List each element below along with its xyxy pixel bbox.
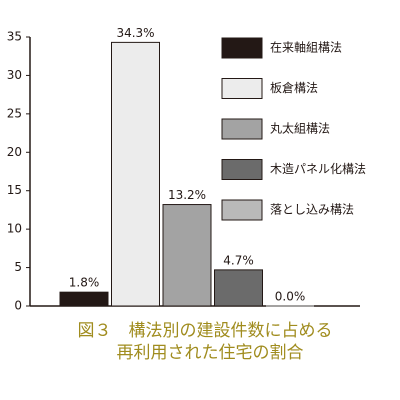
value-label: 0.0% [275,290,306,304]
legend-swatch [221,37,263,59]
value-label: 1.8% [69,276,100,290]
legend-swatch [221,159,263,180]
legend-label: 板倉構法 [270,80,318,95]
y-tick-label: 20 [7,145,22,159]
legend-label: 落とし込み構法 [270,203,354,217]
caption: 再利用された住宅の割合 [117,343,304,363]
value-label: 34.3% [116,26,154,40]
legend-swatch [221,78,263,99]
y-tick-label: 30 [7,68,22,82]
bar [111,41,160,307]
legend-swatch [221,199,263,221]
value-label: 4.7% [223,253,254,267]
y-tick-label: 15 [7,183,22,197]
legend-label: 丸太組構法 [270,121,330,136]
y-tick-label: 25 [7,106,22,120]
y-tick-label: 0 [14,299,22,313]
legend-label: 在来軸組構法 [270,41,342,55]
legend-label: 木造パネル化構法 [270,162,366,176]
bar [214,269,263,307]
bar [59,291,109,307]
legend-swatch [221,118,263,140]
bar [162,204,212,307]
value-label: 13.2% [168,188,206,202]
caption: 図３ 構法別の建設件数に占める [78,321,333,341]
y-tick-label: 5 [14,260,22,274]
y-tick-label: 35 [7,30,22,44]
y-tick-label: 10 [7,222,22,236]
